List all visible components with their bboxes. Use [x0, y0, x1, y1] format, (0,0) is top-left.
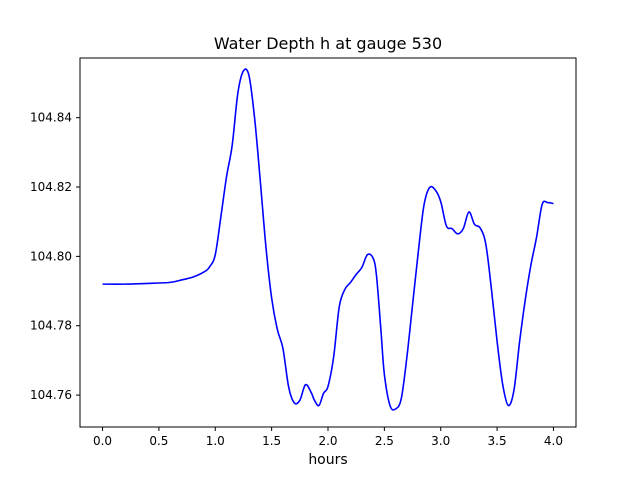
x-axis-label: hours — [308, 452, 347, 468]
x-tick-label: 3.0 — [431, 434, 450, 448]
x-tick-label: 0.5 — [149, 434, 168, 448]
y-tick-label: 104.78 — [30, 319, 72, 333]
x-tick-label: 2.5 — [375, 434, 394, 448]
x-tick-label: 3.5 — [488, 434, 507, 448]
plot-series — [102, 68, 554, 411]
y-tick-label: 104.80 — [30, 249, 72, 263]
x-tick-label: 1.0 — [206, 434, 225, 448]
plot-frame — [79, 57, 577, 428]
series-line-0 — [102, 68, 554, 411]
x-axis-ticks: 0.0 0.5 1.0 1.5 2.0 2.5 3.0 3.5 4.0 — [93, 427, 563, 448]
x-tick-label: 1.5 — [262, 434, 281, 448]
x-tick-label: 4.0 — [544, 434, 563, 448]
chart-title: Water Depth h at gauge 530 — [214, 34, 442, 53]
y-tick-label: 104.84 — [30, 111, 72, 125]
y-tick-label: 104.76 — [30, 388, 72, 402]
y-tick-label: 104.82 — [30, 180, 72, 194]
x-tick-label: 2.0 — [318, 434, 337, 448]
x-tick-label: 0.0 — [93, 434, 112, 448]
y-axis-ticks: 104.76 104.78 104.80 104.82 104.84 — [30, 111, 80, 402]
